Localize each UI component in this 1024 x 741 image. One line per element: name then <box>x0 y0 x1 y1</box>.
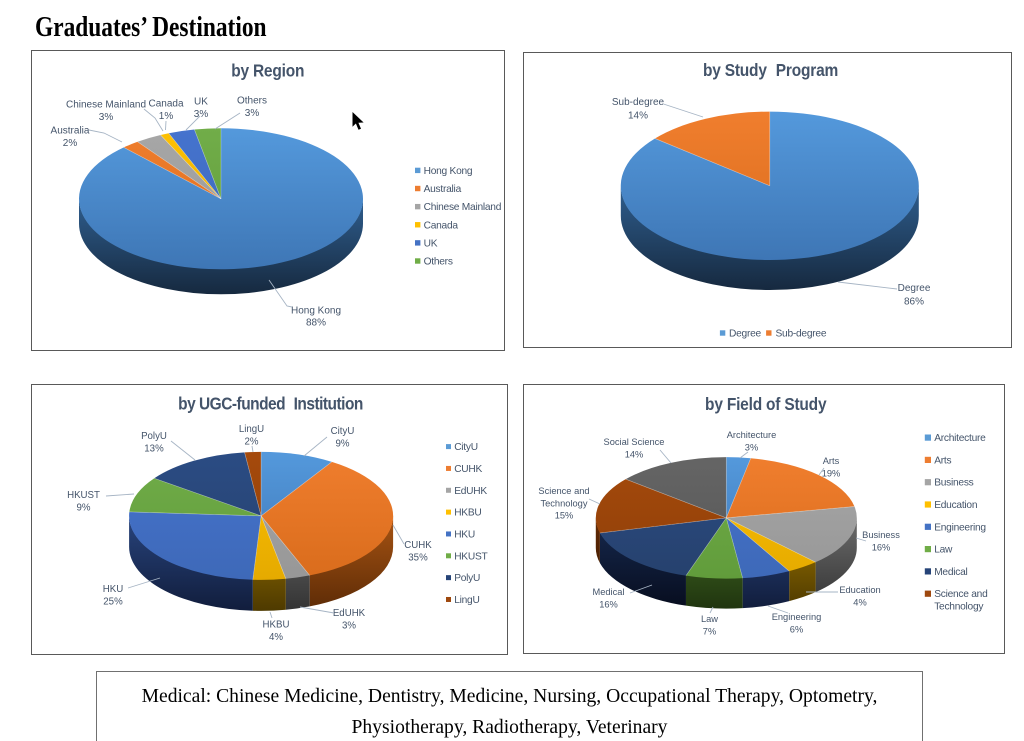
svg-text:Education: Education <box>934 500 977 511</box>
svg-text:UK: UK <box>194 97 208 108</box>
svg-text:88%: 88% <box>306 318 326 329</box>
svg-text:EdUHK: EdUHK <box>454 486 487 497</box>
svg-text:Science and: Science and <box>934 589 988 600</box>
svg-text:Chinese Mainland: Chinese Mainland <box>66 100 146 111</box>
svg-text:Hong Kong: Hong Kong <box>291 306 341 317</box>
svg-text:Architecture: Architecture <box>727 430 777 440</box>
svg-text:3%: 3% <box>194 109 209 120</box>
svg-text:CUHK: CUHK <box>454 464 482 475</box>
svg-text:Australia: Australia <box>51 126 90 137</box>
svg-text:3%: 3% <box>245 108 260 119</box>
svg-text:Law: Law <box>934 545 953 556</box>
svg-text:HKUST: HKUST <box>454 551 487 562</box>
svg-text:Canada: Canada <box>148 99 183 110</box>
svg-text:Australia: Australia <box>424 184 462 195</box>
svg-text:Sub-degree: Sub-degree <box>612 97 665 108</box>
svg-text:Technology: Technology <box>934 601 984 612</box>
svg-text:Technology: Technology <box>540 498 587 508</box>
svg-text:2%: 2% <box>63 138 78 149</box>
svg-text:Chinese Mainland: Chinese Mainland <box>424 202 502 213</box>
svg-text:by Study Program: by Study Program <box>703 60 838 80</box>
svg-text:7%: 7% <box>703 626 716 636</box>
svg-text:Canada: Canada <box>424 220 459 231</box>
svg-text:19%: 19% <box>822 468 841 478</box>
svg-text:Hong Kong: Hong Kong <box>424 166 473 177</box>
svg-text:1%: 1% <box>159 111 174 122</box>
svg-text:LingU: LingU <box>239 424 264 435</box>
svg-text:Sub-degree: Sub-degree <box>776 329 827 340</box>
svg-text:15%: 15% <box>555 511 574 521</box>
svg-text:PolyU: PolyU <box>141 431 167 442</box>
svg-text:Law: Law <box>701 614 718 624</box>
svg-text:Others: Others <box>424 257 453 268</box>
svg-text:Medical: Medical <box>934 567 967 578</box>
svg-text:Architecture: Architecture <box>934 433 986 444</box>
svg-text:9%: 9% <box>335 439 349 450</box>
svg-text:25%: 25% <box>103 597 123 608</box>
svg-text:3%: 3% <box>342 621 356 632</box>
svg-text:Science and: Science and <box>538 486 589 496</box>
svg-text:UK: UK <box>424 238 438 249</box>
svg-text:13%: 13% <box>144 444 164 455</box>
svg-text:Business: Business <box>934 478 973 489</box>
svg-text:Degree: Degree <box>898 283 931 294</box>
svg-text:4%: 4% <box>853 597 866 607</box>
svg-text:Others: Others <box>237 96 267 107</box>
svg-text:HKUST: HKUST <box>67 490 100 501</box>
svg-text:Engineering: Engineering <box>772 612 822 622</box>
svg-text:by UGC-funded Institution: by UGC-funded Institution <box>178 394 363 414</box>
svg-text:14%: 14% <box>625 449 644 459</box>
svg-text:16%: 16% <box>872 542 891 552</box>
svg-text:Engineering: Engineering <box>934 522 986 533</box>
svg-text:Degree: Degree <box>729 329 761 340</box>
svg-text:HKU: HKU <box>454 529 475 540</box>
svg-text:14%: 14% <box>628 111 648 122</box>
svg-text:6%: 6% <box>790 624 803 634</box>
svg-text:3%: 3% <box>99 112 114 123</box>
svg-text:Arts: Arts <box>934 455 951 466</box>
svg-text:2%: 2% <box>244 437 258 448</box>
svg-text:9%: 9% <box>76 503 90 514</box>
svg-text:HKBU: HKBU <box>263 620 290 631</box>
svg-text:Arts: Arts <box>823 456 840 466</box>
svg-text:PolyU: PolyU <box>454 573 480 584</box>
svg-text:CityU: CityU <box>331 426 355 437</box>
svg-text:Education: Education <box>839 585 880 595</box>
svg-text:Medical: Medical <box>592 587 624 597</box>
svg-text:4%: 4% <box>269 632 283 643</box>
svg-text:3%: 3% <box>745 442 758 452</box>
svg-text:Social Science: Social Science <box>604 437 665 447</box>
svg-text:CityU: CityU <box>454 442 478 453</box>
svg-text:EdUHK: EdUHK <box>333 608 366 619</box>
svg-text:35%: 35% <box>408 553 428 564</box>
svg-text:LingU: LingU <box>454 595 479 606</box>
svg-text:HKBU: HKBU <box>454 508 481 519</box>
svg-text:86%: 86% <box>904 297 924 308</box>
svg-text:CUHK: CUHK <box>404 540 432 551</box>
svg-text:HKU: HKU <box>103 584 123 595</box>
svg-text:Business: Business <box>862 530 900 540</box>
svg-text:by Field of Study: by Field of Study <box>705 394 827 414</box>
svg-text:by Region: by Region <box>231 61 304 81</box>
svg-text:16%: 16% <box>599 599 618 609</box>
